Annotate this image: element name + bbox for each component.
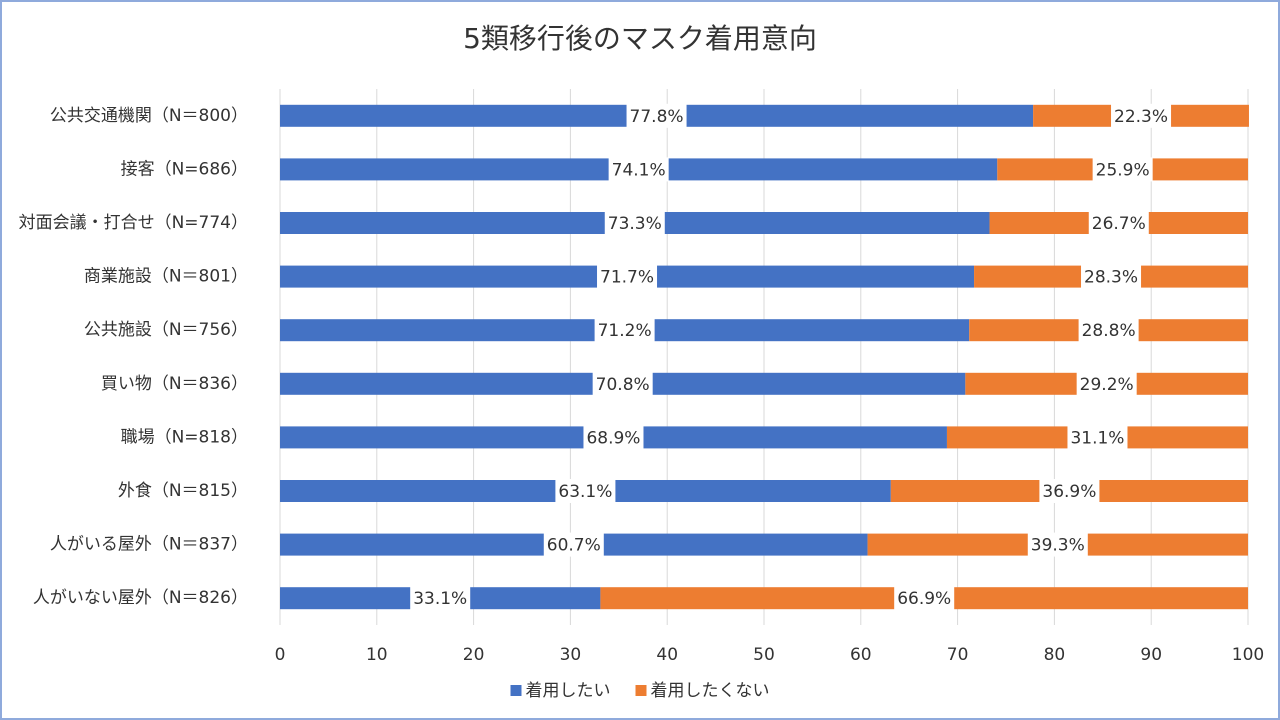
x-tick-label: 80 [1044,645,1066,665]
legend-label: 着用したくない [651,681,770,701]
label-bg [1092,157,1153,182]
y-tick-label: 職場（N=818） [121,427,248,447]
data-label-group: 68.9% [583,425,644,450]
x-tick-label: 30 [560,645,582,665]
x-tick-label: 50 [753,645,775,665]
label-bg [583,425,644,450]
x-tick-label: 90 [1140,645,1162,665]
label-bg [1076,371,1137,396]
legend-label: 着用したい [526,681,611,701]
label-bg [604,211,665,235]
data-label: 39.3% [1031,536,1085,556]
legend-swatch [510,685,522,696]
data-label-group: 22.3% [1111,103,1172,128]
label-bg [543,532,604,557]
data-label-group: 25.9% [1092,157,1153,182]
data-label-group: 31.1% [1067,425,1128,450]
data-label: 71.2% [598,321,652,341]
label-bg [1067,425,1128,450]
y-tick-label: 人がいる屋外（N＝837） [50,535,248,555]
data-label: 77.8% [630,107,684,127]
data-label-group: 60.7% [543,532,604,557]
data-label: 25.9% [1096,160,1150,180]
y-tick-label: 公共施設（N＝756） [84,320,248,340]
data-label: 22.3% [1114,107,1168,127]
label-bg [1027,532,1088,557]
y-tick-label: 人がいない屋外（N＝826） [33,588,248,608]
label-bg [894,586,955,611]
data-label-group: 71.2% [594,318,655,343]
label-bg [410,586,471,611]
label-bg [592,371,653,396]
data-label-group: 66.9% [894,586,955,611]
label-bg [626,103,687,128]
data-label: 68.9% [586,428,640,448]
legend: 着用したい 着用したくない [510,681,770,701]
x-tick-label: 0 [275,645,286,665]
data-label-group: 74.1% [608,157,669,182]
x-tick-label: 60 [850,645,872,665]
y-tick-label: 外食（N＝815） [118,481,248,501]
label-bg [608,157,669,182]
label-bg [555,479,616,503]
legend-swatch [635,685,647,696]
data-label: 36.9% [1042,482,1096,502]
label-bg [1111,103,1172,128]
data-label: 71.7% [600,268,654,288]
y-tick-label: 対面会議・打合せ（N=774） [19,213,248,233]
data-label: 66.9% [897,589,951,609]
data-label-group: 29.2% [1076,371,1137,396]
y-tick-label: 接客（N=686） [121,159,248,179]
x-tick-label: 70 [947,645,969,665]
data-label-group: 28.8% [1078,318,1139,343]
data-label: 73.3% [608,214,662,234]
y-tick-label: 公共交通機関（N＝800） [50,106,248,126]
x-tick-label: 10 [366,645,388,665]
y-tick-label: 買い物（N＝836） [101,374,248,394]
x-tick-label: 100 [1232,645,1264,665]
y-tick-label: 商業施設（N＝801） [84,267,248,287]
label-bg [1081,264,1142,289]
data-label: 70.8% [596,375,650,395]
data-label-group: 70.8% [592,371,653,396]
data-label: 33.1% [413,589,467,609]
x-tick-label: 20 [463,645,485,665]
data-label: 63.1% [558,482,612,502]
x-tick-label: 40 [656,645,678,665]
data-label: 28.3% [1084,268,1138,288]
label-bg [597,264,658,289]
data-label-group: 28.3% [1081,264,1142,289]
label-bg [594,318,655,343]
data-label-group: 39.3% [1027,532,1088,557]
data-label-group: 73.3% [604,211,665,235]
data-label-group: 26.7% [1088,211,1149,235]
data-label: 26.7% [1092,214,1146,234]
data-label-group: 77.8% [626,103,687,128]
data-label-group: 71.7% [597,264,658,289]
data-label: 74.1% [612,160,666,180]
label-bg [1088,211,1149,235]
data-label: 28.8% [1082,321,1136,341]
data-label-group: 33.1% [410,586,471,611]
data-label: 31.1% [1070,428,1124,448]
data-label-group: 63.1% [555,479,616,503]
data-label: 60.7% [547,536,601,556]
data-label-group: 36.9% [1039,479,1100,503]
label-bg [1039,479,1100,503]
label-bg [1078,318,1139,343]
chart-title: 5類移行後のマスク着用意向 [463,22,817,55]
data-label: 29.2% [1080,375,1134,395]
